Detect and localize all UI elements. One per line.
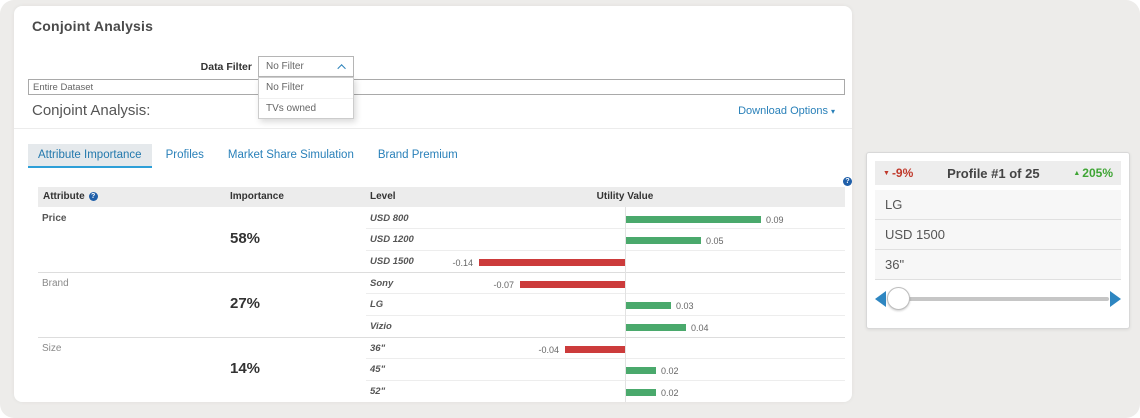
level-label: 36" — [370, 342, 386, 354]
data-filter-option[interactable]: TVs owned — [259, 98, 353, 118]
row-separator — [38, 336, 845, 338]
tab-profiles[interactable]: Profiles — [165, 149, 204, 161]
table-row: USD 800 0.09 — [38, 208, 845, 230]
row-separator — [366, 249, 845, 251]
utility-bar — [626, 237, 701, 245]
utility-value: -0.04 — [538, 344, 559, 355]
tab-brand-premium[interactable]: Brand Premium — [377, 149, 458, 161]
download-options-link[interactable]: Download Options ▾ — [738, 105, 835, 117]
column-header-attribute: Attribute ? — [43, 191, 98, 202]
table-row: LG 0.03 — [38, 294, 845, 316]
table-row: 36" -0.04 — [38, 338, 845, 360]
level-label: Vizio — [370, 320, 392, 332]
row-separator — [366, 293, 845, 295]
tab-bar: Attribute Importance Profiles Market Share… — [28, 144, 468, 168]
table-row: 52" 0.02 — [38, 381, 845, 403]
utility-bar — [626, 302, 671, 310]
utility-value: -0.07 — [493, 279, 514, 290]
tab-market-share-simulation[interactable]: Market Share Simulation — [227, 149, 354, 161]
level-label: 45" — [370, 364, 386, 376]
importance-value: 58% — [230, 230, 261, 248]
utility-value: 0.02 — [661, 387, 679, 398]
row-separator — [38, 271, 845, 273]
data-filter-select[interactable]: No Filter — [258, 56, 354, 77]
utility-bar — [520, 280, 625, 288]
data-filter-selected-value: No Filter — [266, 61, 304, 72]
zero-axis-line — [625, 207, 626, 402]
slider-track[interactable] — [887, 297, 1109, 301]
column-header-importance: Importance — [230, 191, 284, 202]
profile-attribute-row: LG — [875, 190, 1121, 220]
tab-attribute-importance[interactable]: Attribute Importance — [28, 144, 152, 168]
utility-value: -0.14 — [452, 257, 473, 268]
profile-card: ▼ -9% Profile #1 of 25 ▲ 205% LG USD 1500… — [866, 152, 1130, 329]
table-row: USD 1200 0.05 — [38, 229, 845, 251]
utility-value: 0.03 — [676, 301, 694, 312]
table-header: Attribute ? Importance Level Utility Val… — [38, 187, 845, 207]
attribute-name: Price — [42, 212, 67, 224]
utility-value: 0.05 — [706, 236, 724, 247]
table-row: USD 1500 -0.14 — [38, 251, 845, 273]
profile-decrease-badge: ▼ -9% — [883, 166, 914, 180]
page-title: Conjoint Analysis — [32, 18, 154, 34]
importance-value: 14% — [230, 360, 261, 378]
dataset-input[interactable] — [28, 79, 845, 95]
utility-bar — [626, 323, 686, 331]
chevron-up-icon — [337, 63, 346, 73]
profile-increase-badge: ▲ 205% — [1073, 166, 1113, 180]
utility-value: 0.04 — [691, 322, 709, 333]
triangle-down-icon: ▼ — [883, 169, 890, 177]
data-filter-label: Data Filter — [200, 61, 252, 73]
utility-value: 0.09 — [766, 214, 784, 225]
profile-title: Profile #1 of 25 — [947, 165, 1040, 181]
level-label: LG — [370, 299, 384, 311]
row-separator — [366, 314, 845, 316]
table-row: Vizio 0.04 — [38, 316, 845, 338]
table-row: Sony -0.07 — [38, 273, 845, 295]
utility-value: 0.02 — [661, 366, 679, 377]
slider-right-arrow-icon[interactable] — [1110, 291, 1121, 307]
profile-card-header: ▼ -9% Profile #1 of 25 ▲ 205% — [875, 161, 1121, 185]
level-label: USD 1500 — [370, 255, 414, 267]
attribute-name: Brand — [42, 277, 69, 289]
utility-bar — [565, 345, 625, 353]
download-options-label: Download Options — [738, 105, 828, 117]
slider-handle[interactable] — [887, 287, 910, 310]
row-separator — [366, 228, 845, 230]
utility-bar — [626, 367, 656, 375]
row-separator — [366, 379, 845, 381]
triangle-up-icon: ▲ — [1073, 169, 1081, 177]
table-row: 45" 0.02 — [38, 359, 845, 381]
slider-left-arrow-icon[interactable] — [875, 291, 886, 307]
chevron-down-icon: ▾ — [830, 106, 835, 116]
level-label: USD 1200 — [370, 234, 414, 246]
data-filter-option[interactable]: No Filter — [266, 82, 304, 93]
level-label: USD 800 — [370, 212, 409, 224]
help-icon[interactable]: ? — [843, 177, 852, 186]
divider — [14, 128, 852, 129]
utility-bar — [479, 258, 625, 266]
column-header-utility-value: Utility Value — [596, 191, 654, 202]
conjoint-analysis-panel: Conjoint Analysis Data Filter No Filter … — [14, 6, 852, 402]
row-separator — [366, 358, 845, 360]
utility-bar — [626, 215, 761, 223]
profile-slider[interactable] — [875, 282, 1121, 316]
column-header-level: Level — [370, 191, 396, 202]
level-label: Sony — [370, 277, 394, 289]
attribute-name: Size — [42, 342, 62, 354]
data-filter-dropdown: No Filter TVs owned — [258, 77, 354, 119]
profile-attribute-row: USD 1500 — [875, 220, 1121, 250]
importance-value: 27% — [230, 295, 261, 313]
section-title: Conjoint Analysis: — [32, 102, 151, 119]
profile-attribute-row: 36" — [875, 250, 1121, 280]
utility-bar — [626, 388, 656, 396]
help-icon[interactable]: ? — [88, 192, 98, 201]
level-label: 52" — [370, 385, 386, 397]
